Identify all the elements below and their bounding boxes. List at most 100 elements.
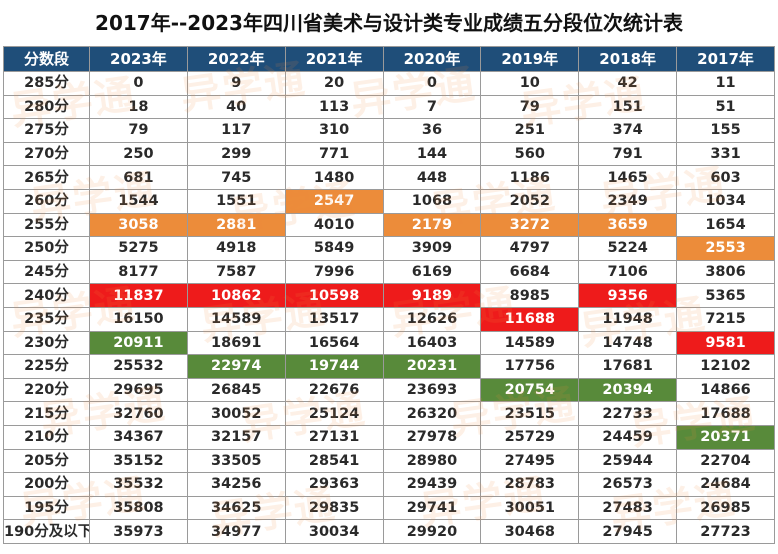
rank-cell: 12102 xyxy=(676,354,775,379)
rank-cell: 27131 xyxy=(284,424,384,450)
rank-cell: 17688 xyxy=(676,401,775,426)
rank-cell: 11948 xyxy=(578,306,678,332)
score-band-label: 285分 xyxy=(3,71,90,96)
rank-cell: 151 xyxy=(578,94,678,120)
rank-cell: 16150 xyxy=(89,306,188,332)
rank-cell: 1544 xyxy=(89,188,188,214)
rank-cell: 27495 xyxy=(480,448,580,474)
rank-cell: 17681 xyxy=(578,354,678,379)
rank-cell-highlight-orange: 2547 xyxy=(284,188,384,214)
rank-cell: 5849 xyxy=(284,236,384,261)
rank-cell: 51 xyxy=(676,94,775,120)
table-row: 250分 5275 4918 5849 3909 4797 5224 2553 xyxy=(3,236,775,261)
rank-cell: 113 xyxy=(284,94,384,120)
header-year: 2019年 xyxy=(480,46,580,72)
rank-cell: 23515 xyxy=(480,401,580,426)
rank-cell: 5224 xyxy=(578,236,678,261)
rank-cell: 27978 xyxy=(382,424,482,450)
rank-cell: 27483 xyxy=(578,495,678,521)
rank-cell: 2349 xyxy=(578,188,678,214)
rank-cell: 250 xyxy=(89,141,188,167)
rank-cell: 7996 xyxy=(284,259,384,285)
rank-cell: 13517 xyxy=(284,306,384,332)
page-title: 2017年--2023年四川省美术与设计类专业成绩五分段位次统计表 xyxy=(95,11,683,35)
rank-cell: 7587 xyxy=(186,259,286,285)
score-rank-table: 分数段 2023年 2022年 2021年 2020年 2019年 2018年 2017年 2… xyxy=(3,46,775,544)
table-row: 245分 8177 7587 7996 6169 6684 7106 3806 xyxy=(3,259,775,285)
rank-cell: 771 xyxy=(284,141,384,167)
rank-cell: 18691 xyxy=(186,330,286,356)
rank-cell: 0 xyxy=(382,71,482,96)
rank-cell: 17756 xyxy=(480,354,580,379)
rank-cell: 40 xyxy=(186,94,286,120)
rank-cell: 310 xyxy=(284,118,384,143)
rank-cell: 3806 xyxy=(676,259,775,285)
rank-cell: 745 xyxy=(186,165,286,190)
rank-cell-highlight-green: 22974 xyxy=(186,354,286,379)
header-year: 2021年 xyxy=(284,46,384,72)
rank-cell: 29920 xyxy=(382,519,482,544)
rank-cell: 35973 xyxy=(89,519,188,544)
score-band-label: 230分 xyxy=(3,330,90,356)
rank-cell: 14589 xyxy=(480,330,580,356)
rank-cell-highlight-red: 9581 xyxy=(676,330,775,356)
rank-cell: 7106 xyxy=(578,259,678,285)
rank-cell: 24684 xyxy=(676,472,775,497)
score-band-label: 215分 xyxy=(3,401,90,426)
rank-cell: 20 xyxy=(284,71,384,96)
rank-cell: 7215 xyxy=(676,306,775,332)
rank-cell: 1186 xyxy=(480,165,580,190)
rank-cell-highlight-red: 10598 xyxy=(284,283,384,308)
rank-cell-highlight-red: 10862 xyxy=(186,283,286,308)
table-row: 200分 35532 34256 29363 29439 28783 26573 24684 xyxy=(3,472,775,497)
table-body: 285分 0 9 20 0 10 42 11 280分 18 40 113 7 79 151 51 275分 79… xyxy=(3,71,775,544)
rank-cell: 25532 xyxy=(89,354,188,379)
rank-cell: 26573 xyxy=(578,472,678,497)
rank-cell: 155 xyxy=(676,118,775,143)
rank-cell: 14866 xyxy=(676,377,775,403)
rank-cell: 1068 xyxy=(382,188,482,214)
table-row: 285分 0 9 20 0 10 42 11 xyxy=(3,71,775,96)
rank-cell: 14589 xyxy=(186,306,286,332)
rank-cell: 8985 xyxy=(480,283,580,308)
rank-cell: 791 xyxy=(578,141,678,167)
rank-cell: 26845 xyxy=(186,377,286,403)
score-band-label: 190分及以下 xyxy=(3,519,90,544)
rank-cell-highlight-orange: 2881 xyxy=(186,212,286,238)
score-band-label: 205分 xyxy=(3,448,90,474)
table-row: 255分 3058 2881 4010 2179 3272 3659 1654 xyxy=(3,212,775,238)
rank-cell: 25729 xyxy=(480,424,580,450)
score-band-label: 220分 xyxy=(3,377,90,403)
rank-cell: 34625 xyxy=(186,495,286,521)
rank-cell-highlight-orange: 3659 xyxy=(578,212,678,238)
rank-cell: 30468 xyxy=(480,519,580,544)
rank-cell-highlight-orange: 3272 xyxy=(480,212,580,238)
rank-cell: 331 xyxy=(676,141,775,167)
rank-cell: 28783 xyxy=(480,472,580,497)
rank-cell: 42 xyxy=(578,71,678,96)
rank-cell: 29439 xyxy=(382,472,482,497)
rank-cell: 34977 xyxy=(186,519,286,544)
score-band-label: 250分 xyxy=(3,236,90,261)
rank-cell: 22676 xyxy=(284,377,384,403)
table-header-row: 分数段 2023年 2022年 2021年 2020年 2019年 2018年 2017年 xyxy=(3,46,775,72)
table-row: 190分及以下 35973 34977 30034 29920 30468 27945 277… xyxy=(3,519,775,544)
rank-cell: 1465 xyxy=(578,165,678,190)
rank-cell-highlight-red: 9356 xyxy=(578,283,678,308)
table-row: 240分 11837 10862 10598 9189 8985 9356 5365 xyxy=(3,283,775,308)
rank-cell: 29695 xyxy=(89,377,188,403)
rank-cell: 1551 xyxy=(186,188,286,214)
table-row: 225分 25532 22974 19744 20231 17756 17681 12102 xyxy=(3,354,775,379)
score-band-label: 235分 xyxy=(3,306,90,332)
score-band-label: 195分 xyxy=(3,495,90,521)
score-band-label: 280分 xyxy=(3,94,90,120)
rank-cell-highlight-green: 20911 xyxy=(89,330,188,356)
rank-cell: 1654 xyxy=(676,212,775,238)
rank-cell-highlight-green: 20371 xyxy=(676,424,775,450)
score-band-label: 200分 xyxy=(3,472,90,497)
rank-cell: 117 xyxy=(186,118,286,143)
rank-cell: 32157 xyxy=(186,424,286,450)
header-year: 2018年 xyxy=(578,46,678,72)
rank-cell: 11 xyxy=(676,71,775,96)
rank-cell-highlight-orange: 3058 xyxy=(89,212,188,238)
